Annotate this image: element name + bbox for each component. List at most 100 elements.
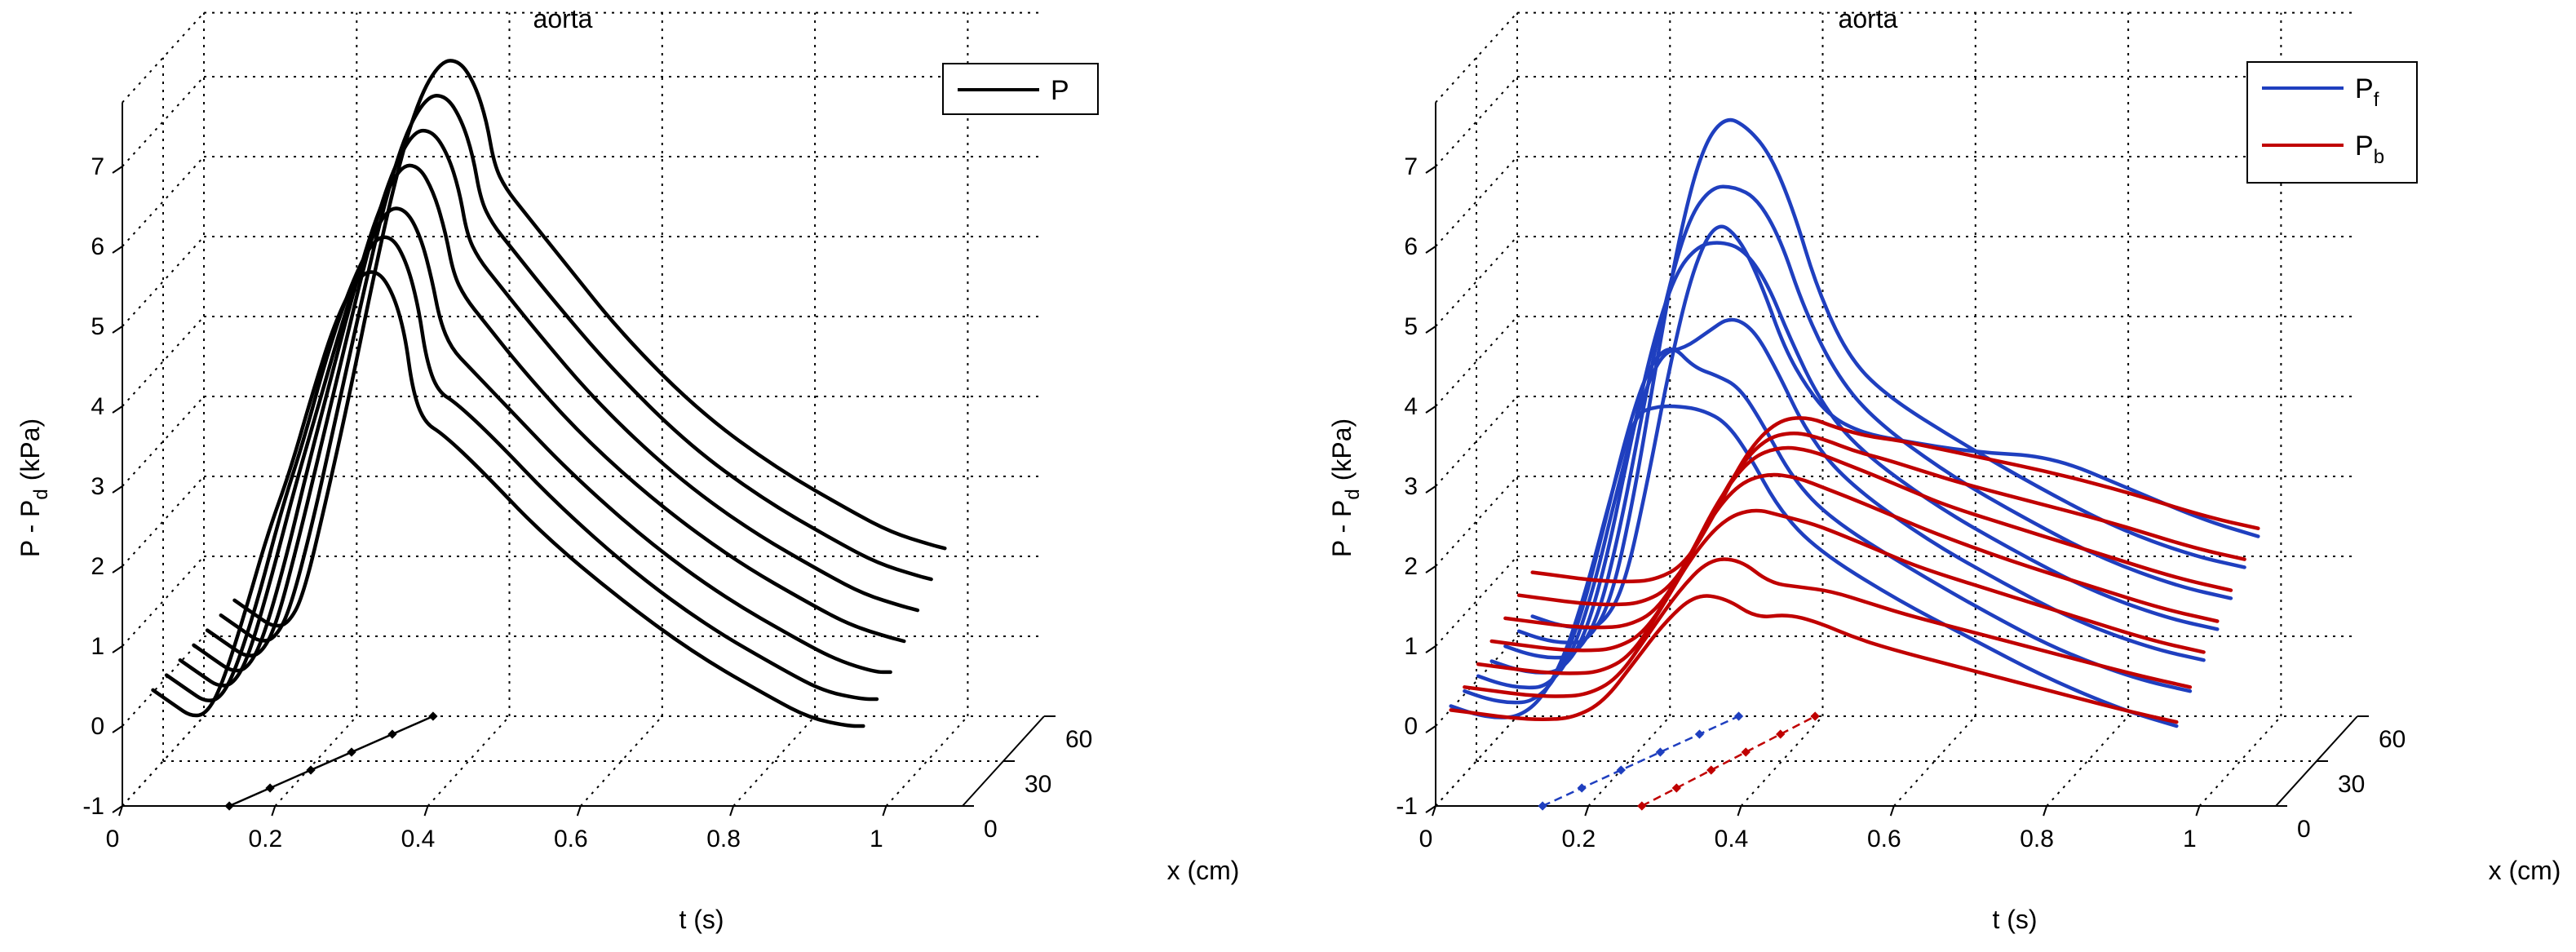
legend-label-main: P bbox=[2355, 73, 2374, 104]
x-tick-label: 0.8 bbox=[2020, 826, 2054, 852]
series-curve bbox=[151, 270, 865, 728]
y-tick-label: 2 bbox=[91, 553, 104, 580]
series-curve bbox=[192, 163, 906, 673]
grid-line-floor-t bbox=[1740, 715, 1824, 807]
series-curve bbox=[1530, 416, 2260, 584]
chart-title: aorta bbox=[533, 4, 593, 33]
y-tick bbox=[1425, 405, 1436, 414]
x-tick-label: 0 bbox=[106, 826, 120, 852]
legend-label: P bbox=[1051, 75, 1069, 106]
foot-marker bbox=[1810, 711, 1820, 721]
y-tick bbox=[112, 645, 123, 653]
foot-marker bbox=[347, 747, 356, 757]
y-tick-label: 4 bbox=[1404, 393, 1418, 420]
y-axis-label-subscript: d bbox=[1342, 489, 1364, 499]
grid-line-side-p bbox=[122, 156, 205, 247]
y-tick bbox=[112, 325, 123, 334]
legend-box bbox=[2246, 61, 2418, 184]
y-tick-label: 5 bbox=[1404, 313, 1418, 340]
y-tick-label: 1 bbox=[91, 633, 104, 660]
foot-marker bbox=[1671, 783, 1681, 793]
legend-label: Pb bbox=[2355, 131, 2384, 168]
z-tick-label: 30 bbox=[2338, 771, 2365, 798]
series-curve bbox=[1476, 508, 2206, 675]
series-curve bbox=[1503, 184, 2233, 660]
x-tick-label: 0.4 bbox=[1715, 826, 1749, 852]
x-tick-label: 0.6 bbox=[1867, 826, 1901, 852]
y-tick-label: 6 bbox=[91, 233, 104, 260]
x-axis-label: t (s) bbox=[679, 905, 724, 934]
foot-line bbox=[1542, 715, 1740, 808]
z-tick-label: 0 bbox=[984, 816, 998, 843]
y-axis-label: P - Pd (kPa) bbox=[15, 418, 52, 557]
legend-label-main: P bbox=[2355, 131, 2374, 162]
series-curve bbox=[1449, 594, 2179, 724]
z-tick-label: 60 bbox=[2379, 726, 2406, 753]
foot-marker bbox=[1538, 801, 1547, 811]
y-tick-label: 0 bbox=[91, 713, 104, 740]
y-tick-label: 1 bbox=[1404, 633, 1418, 660]
grid-line-side-p bbox=[122, 236, 205, 327]
z-axis-label: x (cm) bbox=[1167, 856, 1240, 885]
foot-marker bbox=[1655, 747, 1666, 757]
x-tick bbox=[882, 805, 887, 817]
grid-line-floor-t bbox=[733, 715, 816, 807]
grid-line-side-p bbox=[1435, 556, 1518, 647]
x-tick-label: 1 bbox=[870, 826, 883, 852]
x-axis-label: t (s) bbox=[1992, 905, 2037, 934]
y-tick bbox=[112, 805, 123, 813]
y-tick bbox=[1425, 485, 1436, 494]
series-curve bbox=[205, 128, 920, 658]
x-tick bbox=[1737, 805, 1742, 817]
foot-marker bbox=[1776, 729, 1786, 739]
x-tick-label: 0 bbox=[1419, 826, 1433, 852]
x-tick bbox=[271, 805, 277, 817]
y-axis-label-main: P - P bbox=[15, 500, 45, 558]
y-axis-label-main: P - P bbox=[1327, 500, 1357, 558]
grid-line-floor-t bbox=[2046, 715, 2129, 807]
y-tick bbox=[1425, 246, 1436, 254]
y-tick bbox=[112, 405, 123, 414]
y-tick-label: 7 bbox=[1404, 153, 1418, 180]
series-curve bbox=[1503, 445, 2233, 630]
foot-marker bbox=[1694, 729, 1705, 739]
legend-label-subscript: f bbox=[2374, 89, 2379, 111]
y-tick-label: 6 bbox=[1404, 233, 1418, 260]
y-tick-label: 5 bbox=[91, 313, 104, 340]
x-tick-label: 0.4 bbox=[401, 826, 436, 852]
y-tick bbox=[112, 725, 123, 733]
foot-line bbox=[228, 715, 434, 808]
chart-title: aorta bbox=[1839, 4, 1898, 33]
x-tick-label: 0.8 bbox=[706, 826, 741, 852]
x-tick bbox=[423, 805, 429, 817]
legend-label-subscript: b bbox=[2374, 146, 2384, 168]
y-axis-label: P - Pd (kPa) bbox=[1327, 418, 1364, 557]
grid-line-side-p bbox=[122, 556, 205, 647]
y-tick-label: 3 bbox=[1404, 473, 1418, 500]
grid-line-side-p bbox=[1435, 236, 1518, 327]
series-curve bbox=[1516, 432, 2246, 607]
y-tick bbox=[112, 485, 123, 494]
foot-marker bbox=[1637, 801, 1647, 811]
y-tick bbox=[1425, 325, 1436, 334]
foot-marker bbox=[1733, 711, 1744, 721]
foot-marker bbox=[1706, 765, 1716, 775]
y-tick-label: -1 bbox=[1396, 793, 1418, 820]
foot-marker bbox=[387, 729, 397, 739]
foot-line bbox=[1641, 715, 1816, 808]
x-tick-label: 0.6 bbox=[554, 826, 588, 852]
y-tick bbox=[1425, 166, 1436, 174]
grid-line-floor-t bbox=[427, 715, 511, 807]
series-curve bbox=[1463, 557, 2193, 698]
series-curve bbox=[232, 59, 947, 628]
y-tick-label: 3 bbox=[91, 473, 104, 500]
legend-label: Pf bbox=[2355, 73, 2379, 111]
x-tick bbox=[2195, 805, 2201, 817]
series-curve bbox=[178, 206, 892, 688]
y-tick-label: 7 bbox=[91, 153, 104, 180]
series-p-f bbox=[1449, 117, 2260, 728]
z-tick-label: 0 bbox=[2297, 816, 2311, 843]
